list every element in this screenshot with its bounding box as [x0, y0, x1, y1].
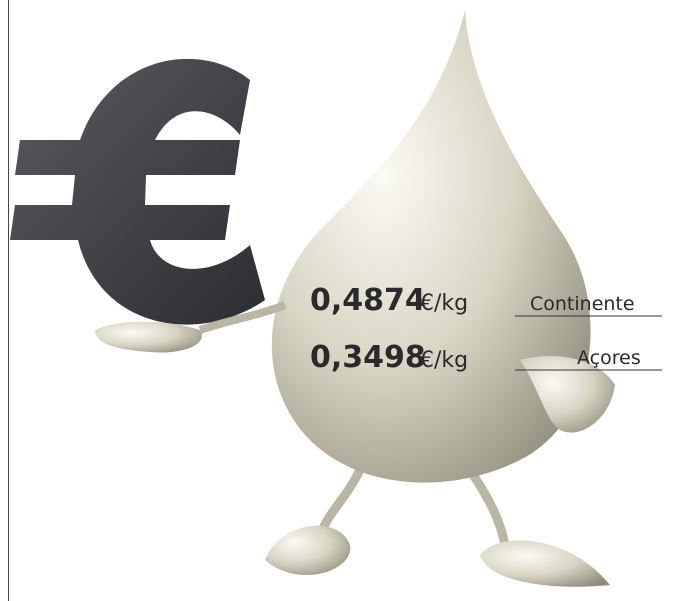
price-unit: €/kg — [420, 291, 468, 316]
euro-sign — [10, 59, 265, 325]
foot — [265, 526, 350, 575]
price-value: 0,4874 — [310, 283, 426, 318]
region-label: Açores — [577, 347, 641, 369]
region-label: Continente — [530, 293, 635, 315]
hand — [95, 322, 202, 353]
milk-drop — [272, 10, 591, 483]
price-unit: €/kg — [420, 348, 468, 373]
illustration: 0,4874€/kgContinente0,3498€/kgAçores — [0, 0, 677, 601]
price-value: 0,3498 — [310, 340, 426, 375]
foot — [480, 540, 610, 586]
